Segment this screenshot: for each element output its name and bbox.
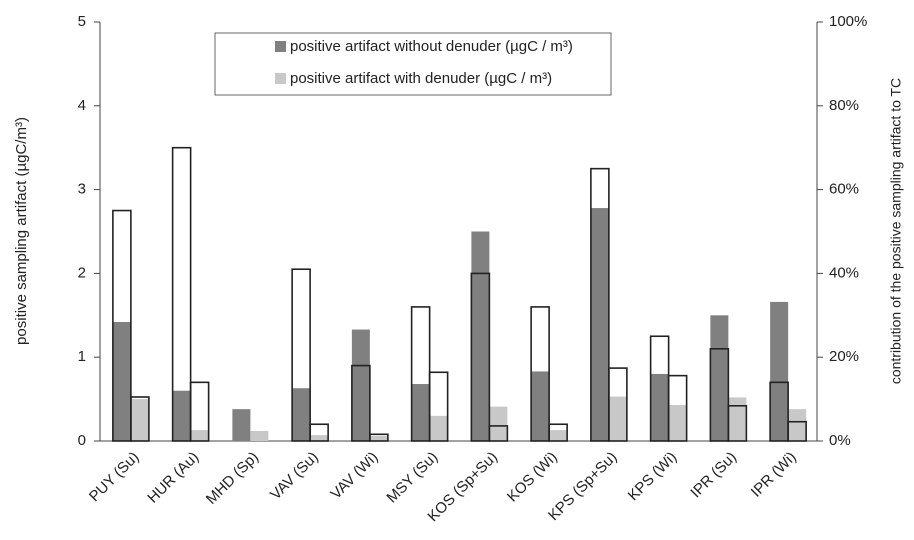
legend-label: positive artifact without denuder (µgC /… [290,38,573,55]
contribution-bar [709,348,730,442]
contribution-bar [727,405,748,442]
x-tick-label: MSY (Su) [383,449,441,507]
y-tick-label: 5 [78,13,86,30]
contribution-bar [309,423,329,442]
bar [411,384,430,441]
contribution-bar [112,209,132,442]
bar [172,390,191,441]
y-tick-label: 0 [78,432,86,449]
x-tick-label: HUR (Au) [144,449,202,507]
contribution-bar [351,364,371,442]
contribution-bar [590,167,610,442]
bar [190,430,209,441]
x-tick-label: VAV (Wi) [327,449,381,503]
x-tick-label: KPS (Wi) [625,449,681,505]
bar [471,231,490,441]
bar [489,406,508,441]
bar [250,430,269,441]
bar [232,409,251,441]
y-tick-label: 4 [78,97,86,114]
bar [549,430,568,441]
bar [650,373,669,441]
bar [429,415,448,441]
y2-tick-label: 40% [829,264,859,281]
contribution-bar [189,381,210,442]
y-tick-label: 2 [78,264,86,281]
bar [112,322,131,441]
bar [130,399,149,441]
bar [668,404,687,441]
legend-swatch [275,41,286,52]
contribution-bar [667,374,688,442]
contribution-bar [291,268,311,442]
y2-tick-label: 80% [829,97,859,114]
x-tick-label: MHD (Sp) [203,449,262,508]
contribution-bar [470,272,491,442]
y2-tick-label: 0% [829,432,851,449]
x-tick-label: IPR (Su) [687,449,740,502]
bar [710,315,729,441]
y2-tick-label: 20% [829,348,859,365]
y-axis-label: positive sampling artifact (µgC/m³) [13,117,30,345]
contribution-bar [530,306,550,442]
contribution-bar [488,425,509,442]
y-tick-label: 3 [78,181,86,198]
bar [788,409,807,441]
bar [310,435,329,441]
bar [590,208,609,441]
bar [728,397,747,441]
bar [351,329,370,441]
y2-axis-label: contribution of the positive sampling ar… [888,78,904,384]
y2-tick-label: 100% [829,13,867,30]
bar [292,388,311,441]
contribution-bar [130,396,150,442]
x-tick-label: KOS (Wi) [504,449,561,506]
bar [770,301,789,441]
contribution-bar [171,146,192,442]
y2-tick-label: 60% [829,181,859,198]
bar [608,396,627,441]
bar [369,435,388,441]
contribution-bar [769,381,789,442]
legend-swatch [275,73,286,84]
contribution-bar [608,367,628,442]
y-tick-label: 1 [78,348,86,365]
contribution-bar [787,420,807,442]
x-tick-label: PUY (Su) [86,449,143,506]
x-tick-label: IPR (Wi) [748,449,800,501]
bar [531,371,550,441]
x-tick-label: VAV (Su) [267,449,322,504]
contribution-bar [428,371,449,442]
contribution-bar [369,433,389,442]
contribution-bar [548,423,568,442]
legend-label: positive artifact with denuder (µgC / m³… [290,70,552,87]
